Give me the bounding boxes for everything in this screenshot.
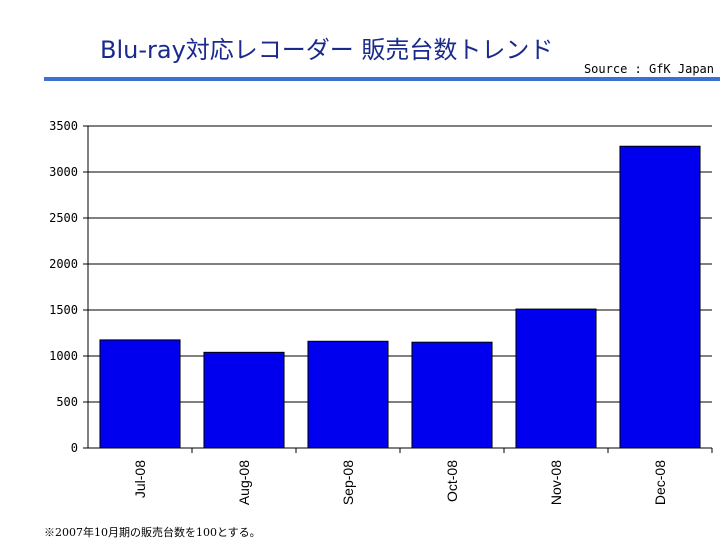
- x-axis: Jul-08 Aug-08 Sep-08 Oct-08 Nov-08 Dec-08: [88, 447, 713, 505]
- y-tick-label: 1000: [49, 349, 78, 363]
- y-tick-label: 3000: [49, 165, 78, 179]
- bar: [99, 339, 181, 449]
- bar: [307, 340, 389, 449]
- gridlines: [88, 125, 712, 449]
- bars: [99, 145, 701, 449]
- x-tick-label: Sep-08: [340, 460, 356, 505]
- y-axis: 0 500 1000 1500 2000 2500 3000 3500: [49, 119, 89, 455]
- x-tick-label: Dec-08: [652, 460, 668, 505]
- bar: [515, 308, 597, 449]
- chart-title: Blu-ray対応レコーダー 販売台数トレンド: [100, 36, 554, 64]
- x-tick-label: Oct-08: [444, 460, 460, 502]
- x-tick-label: Nov-08: [548, 460, 564, 505]
- bar: [619, 145, 701, 449]
- y-tick-label: 0: [71, 441, 78, 455]
- y-tick-label: 2500: [49, 211, 78, 225]
- y-tick-label: 1500: [49, 303, 78, 317]
- y-tick-label: 2000: [49, 257, 78, 271]
- source-label: Source : GfK Japan: [583, 62, 714, 76]
- y-tick-label: 500: [56, 395, 78, 409]
- x-tick-label: Jul-08: [132, 460, 148, 498]
- bar: [203, 351, 285, 449]
- y-tick-label: 3500: [49, 119, 78, 133]
- footnote: ※2007年10月期の販売台数を100とする。: [44, 526, 261, 539]
- title-underline: [44, 77, 720, 81]
- bar: [411, 341, 493, 449]
- x-tick-label: Aug-08: [236, 460, 252, 505]
